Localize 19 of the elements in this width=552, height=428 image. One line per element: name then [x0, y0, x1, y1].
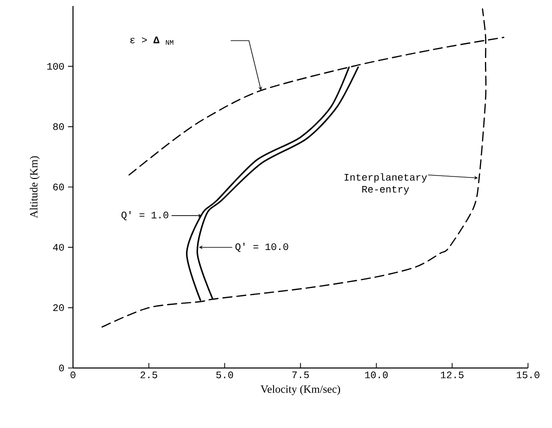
x-tick-label: 5.0 — [216, 372, 234, 378]
y-tick-label: 20 — [53, 304, 64, 312]
annotation: Interplanetary Re-entry — [344, 173, 427, 195]
x-tick-label: 0 — [70, 372, 76, 378]
annotation: Q' = 10.0 — [235, 242, 288, 252]
annotation: Q' = 1.0 — [122, 211, 168, 220]
y-tick-label: 60 — [53, 184, 64, 190]
x-tick-label: 12.5 — [440, 372, 464, 378]
y-tick-label: 40 — [53, 244, 64, 251]
x-tick-label: 7.5 — [292, 372, 309, 378]
x-axis-title: Velocity (Km/sec) — [260, 385, 340, 396]
annotation: ε > Δ $_{NM}$ — [130, 36, 174, 45]
y-tick-label: 100 — [47, 62, 64, 70]
y-axis-title: Altitude (Km) — [30, 156, 40, 218]
x-tick-label: 15.0 — [516, 372, 540, 378]
y-tick-label: 0 — [59, 364, 64, 372]
x-tick-label: 10.0 — [365, 372, 388, 378]
x-tick-label: 2.5 — [140, 372, 158, 378]
y-tick-label: 80 — [53, 123, 64, 130]
